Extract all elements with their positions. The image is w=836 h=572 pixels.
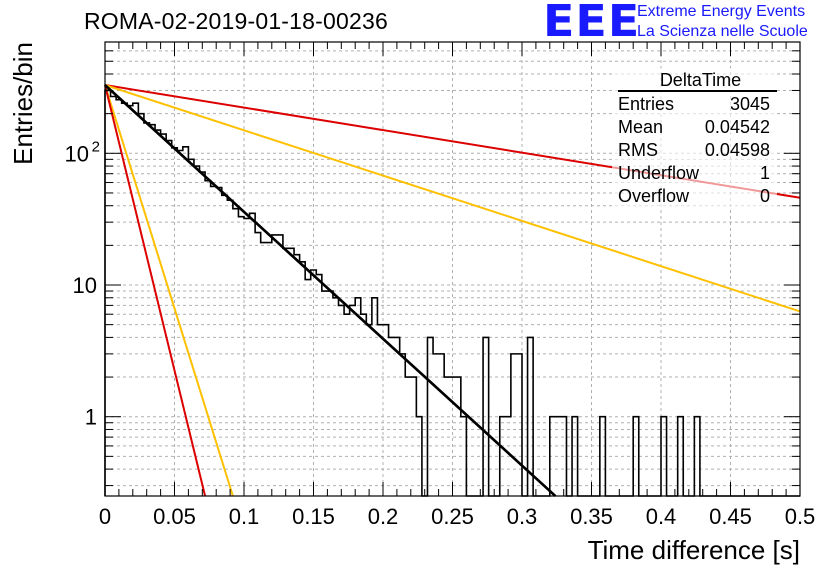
stats-box: DeltaTime Entries 3045 Mean 0.04542 RMS 0.0459… — [612, 68, 777, 208]
stats-value-overflow: 0 — [760, 186, 770, 206]
stats-value-underflow: 1 — [760, 163, 770, 183]
x-axis-label: Time difference [s] — [588, 535, 800, 565]
x-tick-label: 0.15 — [292, 504, 335, 529]
y-tick-label: 10 — [73, 273, 97, 298]
x-tick-label: 0.35 — [570, 504, 613, 529]
axis-ticks: 0 0.05 0.1 0.15 0.2 0.25 0.3 0.35 0.4 0.45 0.51101… — [65, 41, 816, 529]
logo-subtitle-line1: Extreme Energy Events — [637, 3, 806, 20]
y-tick-label: 1 — [85, 405, 97, 430]
x-tick-label: 0.5 — [785, 504, 816, 529]
y-tick-label: 10 — [65, 141, 89, 166]
y-tick-exponent: 2 — [92, 138, 100, 155]
stats-value-entries: 3045 — [730, 94, 770, 114]
exponential-fit-line — [104, 84, 557, 497]
logo-subtitle-line2: La Scienza nelle Scuole — [637, 23, 808, 40]
stats-label-entries: Entries — [618, 94, 674, 114]
stats-title: DeltaTime — [660, 70, 741, 90]
x-tick-label: 0.4 — [646, 504, 677, 529]
x-tick-label: 0.2 — [368, 504, 399, 529]
x-tick-label: 0.1 — [229, 504, 260, 529]
x-tick-label: 0.05 — [153, 504, 196, 529]
y-axis-label: Entries/bin — [8, 42, 38, 165]
x-tick-label: 0.3 — [507, 504, 538, 529]
run-title: ROMA-02-2019-01-18-00236 — [84, 8, 388, 34]
stats-label-rms: RMS — [618, 140, 658, 160]
x-tick-label: 0.45 — [709, 504, 752, 529]
yellow-line-1 — [104, 84, 801, 313]
eee-logo: EEE — [543, 0, 641, 47]
stats-label-overflow: Overflow — [618, 186, 690, 206]
stats-value-mean: 0.04542 — [705, 117, 770, 137]
stats-value-rms: 0.04598 — [705, 140, 770, 160]
red-line-3 — [104, 84, 207, 497]
x-tick-label: 0.25 — [431, 504, 474, 529]
axis-labels: Time difference [s] Entries/bin — [8, 42, 800, 565]
stats-label-mean: Mean — [618, 117, 663, 137]
stats-label-underflow: Underflow — [618, 163, 700, 183]
x-tick-label: 0 — [99, 504, 111, 529]
yellow-line-2 — [104, 84, 234, 497]
